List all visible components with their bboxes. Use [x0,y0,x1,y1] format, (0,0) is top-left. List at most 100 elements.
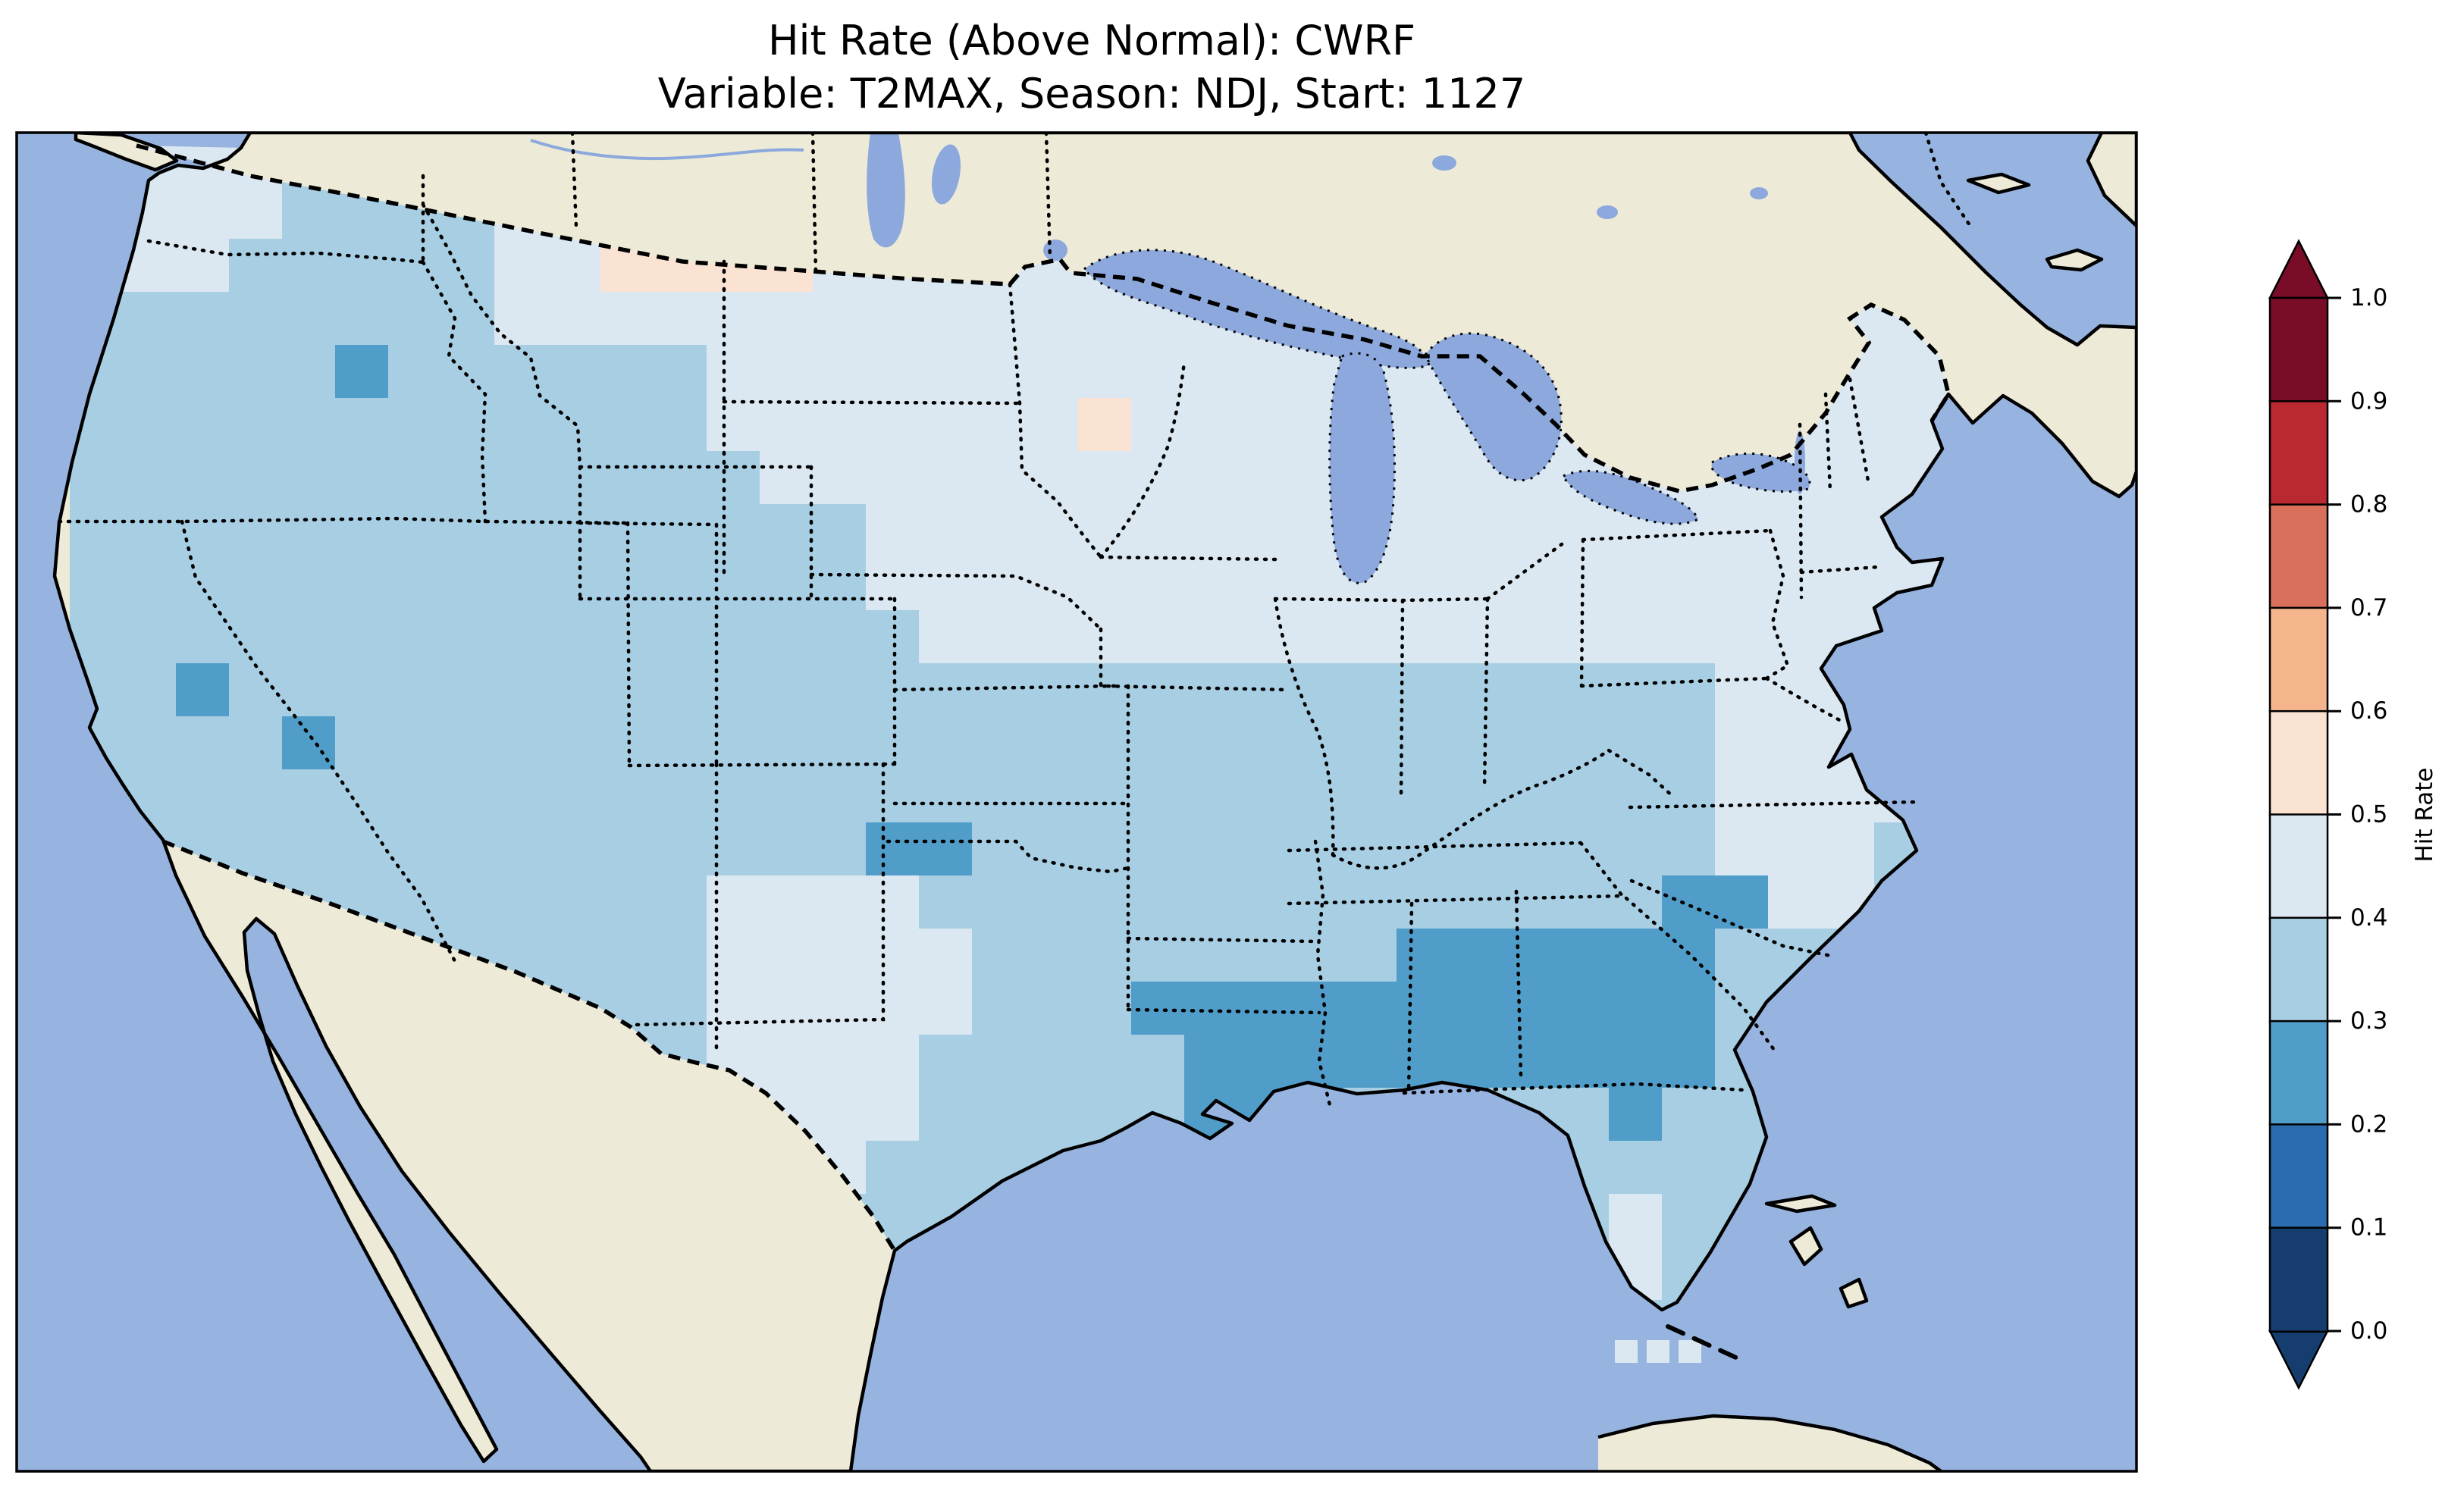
hit-rate-cell [654,610,707,663]
hit-rate-cell [813,982,866,1035]
hit-rate-cell [1609,1088,1662,1141]
hit-rate-cell [1397,929,1450,982]
hit-rate-cell [1025,982,1078,1035]
hit-rate-cell [547,239,600,292]
hit-rate-cell [441,822,494,875]
hit-rate-cell [1237,929,1290,982]
hit-rate-cell [388,292,441,345]
hit-rate-cell [1556,982,1609,1035]
hit-rate-cell [600,663,654,716]
hit-rate-cell [600,345,654,398]
colorbar-tick-label: 0.2 [2350,1110,2387,1138]
hit-rate-cell [388,822,441,875]
hit-rate-cell [760,504,813,557]
hit-rate-cell [654,716,707,769]
hit-rate-cell [813,769,866,822]
hit-rate-cell [1450,769,1503,822]
hit-rate-cell [388,451,441,504]
hit-rate-cell [282,610,335,663]
hit-rate-cell [1556,610,1609,663]
hit-rate-cell [123,557,176,610]
hit-rate-cell [176,610,229,663]
hit-rate-cell [1397,663,1450,716]
hit-rate-cell [1503,557,1556,610]
hit-rate-cell [441,239,494,292]
hit-rate-cell [1397,557,1450,610]
hit-rate-cell [547,292,600,345]
hit-rate-cell [441,292,494,345]
hit-rate-cell [866,1141,919,1194]
hit-rate-cell [494,875,547,929]
hit-rate-cell [1768,769,1821,822]
hit-rate-cell [866,451,919,504]
hit-rate-cell [1662,1194,1715,1247]
hit-rate-cell [494,769,547,822]
hit-rate-cell [1503,610,1556,663]
hit-rate-cell [707,504,760,557]
hit-rate-cell [229,239,282,292]
hit-rate-cell [707,345,760,398]
hit-rate-cell [760,451,813,504]
hit-rate-cell [388,345,441,398]
hit-rate-cell [1715,557,1768,610]
hit-rate-cell [441,557,494,610]
hit-rate-cell [654,345,707,398]
hit-rate-cell [1715,929,1768,982]
hit-rate-cell [1450,716,1503,769]
hit-rate-cell [919,504,972,557]
hit-rate-cell [1768,875,1821,929]
hit-rate-cell [972,769,1025,822]
hit-rate-cell [229,610,282,663]
hit-rate-cell [1397,769,1450,822]
hit-rate-cell [1237,822,1290,875]
colorbar-tick-label: 0.7 [2350,594,2387,622]
colorbar-arrow-over [2268,239,2330,299]
state-borders [57,133,1973,1110]
hit-rate-cell [1184,769,1237,822]
hit-rate-cell [1662,716,1715,769]
hit-rate-cell [1184,663,1237,716]
hit-rate-cell [1768,716,1821,769]
hit-rate-cell [547,822,600,875]
hit-rate-cell [1025,398,1078,451]
hit-rate-cell [335,663,388,716]
colorbar-tick-label: 0.1 [2350,1214,2387,1242]
hit-rate-cell [1131,769,1184,822]
hit-rate-cell [1662,1088,1715,1141]
hit-rate-cell [866,929,919,982]
hit-rate-cell [1025,769,1078,822]
colorbar-segment [2268,606,2329,713]
hit-rate-cell [760,610,813,663]
hit-rate-cell [229,451,282,504]
hit-rate-cell [1609,875,1662,929]
hit-rate-cell [441,875,494,929]
hit-rate-cell [494,345,547,398]
hit-rate-cell [1078,769,1131,822]
hit-rate-cell [972,451,1025,504]
hit-rate-cell [813,557,866,610]
hit-rate-cell [1450,822,1503,875]
hit-rate-cell [1078,982,1131,1035]
hit-rate-cell [1131,345,1184,398]
lake-manitoba [931,144,961,205]
hit-rate-cell [1503,663,1556,716]
hit-rate-cell [176,345,229,398]
hit-rate-cell [654,451,707,504]
title-line1: Hit Rate (Above Normal): CWRF [768,17,1415,64]
hit-rate-cell [813,451,866,504]
colorbar-segment [2268,296,2329,403]
country-borders [136,143,1951,1252]
hit-rate-cell [707,663,760,716]
hit-rate-cell [335,292,388,345]
hit-rate-cell [1609,610,1662,663]
hit-rate-cell [1662,822,1715,875]
hit-rate-cell [1397,716,1450,769]
hit-rate-cell [1025,875,1078,929]
hit-rate-cell [1184,398,1237,451]
hit-rate-cell [1237,716,1290,769]
hit-rate-cell [1131,982,1184,1035]
hit-rate-cell [388,239,441,292]
hit-rate-cell [1450,504,1503,557]
hit-rate-cell [972,875,1025,929]
hit-rate-cell [388,663,441,716]
